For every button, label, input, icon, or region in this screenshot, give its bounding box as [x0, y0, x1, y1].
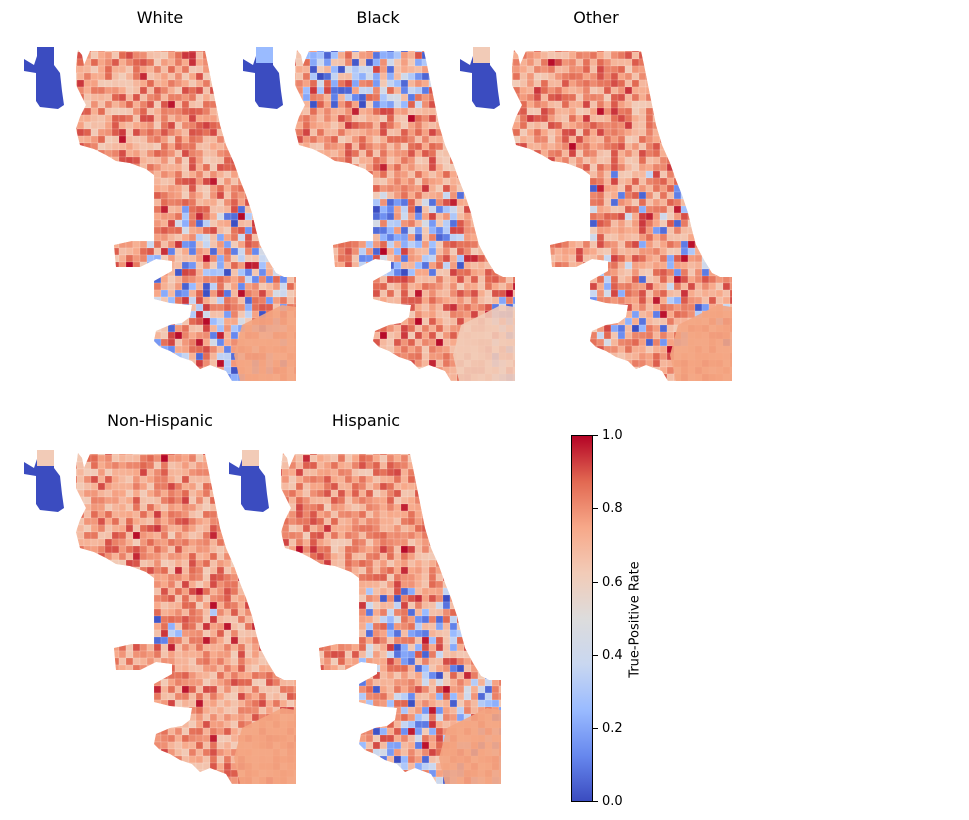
- panel-title-non-hispanic: Non-Hispanic: [107, 411, 213, 430]
- colorbar-tick: [593, 655, 598, 656]
- colorbar-tick: [593, 435, 598, 436]
- colorbar-tick-label: 0.8: [602, 501, 623, 516]
- census-tracts: [281, 453, 501, 784]
- census-tracts: [512, 50, 732, 381]
- colorbar-tick: [593, 801, 598, 802]
- colorbar-tick-label: 0.2: [602, 721, 623, 736]
- panel-title-black: Black: [356, 8, 400, 27]
- island-top: [37, 450, 54, 466]
- map-white: [24, 47, 296, 381]
- island-top: [473, 47, 490, 63]
- colorbar-tick-label: 0.6: [602, 575, 623, 590]
- colorbar-tick-label: 0.0: [602, 794, 623, 809]
- island-top: [256, 47, 273, 63]
- colorbar-tick: [593, 728, 598, 729]
- colorbar-label: True-Positive Rate: [627, 561, 643, 678]
- colorbar-tick-label: 0.4: [602, 648, 623, 663]
- map-black: [243, 47, 515, 381]
- island-top: [242, 450, 259, 466]
- panel-title-other: Other: [573, 8, 619, 27]
- panel-title-hispanic: Hispanic: [331, 411, 401, 430]
- map-hispanic: [229, 450, 501, 784]
- colorbar-tick: [593, 582, 598, 583]
- island-top: [37, 47, 54, 63]
- colorbar-tick: [593, 508, 598, 509]
- colorbar-tick-label: 1.0: [602, 428, 623, 443]
- panel-title-white: White: [136, 8, 184, 27]
- map-other: [460, 47, 732, 381]
- colorbar: [571, 435, 593, 802]
- map-non-hispanic: [24, 450, 296, 784]
